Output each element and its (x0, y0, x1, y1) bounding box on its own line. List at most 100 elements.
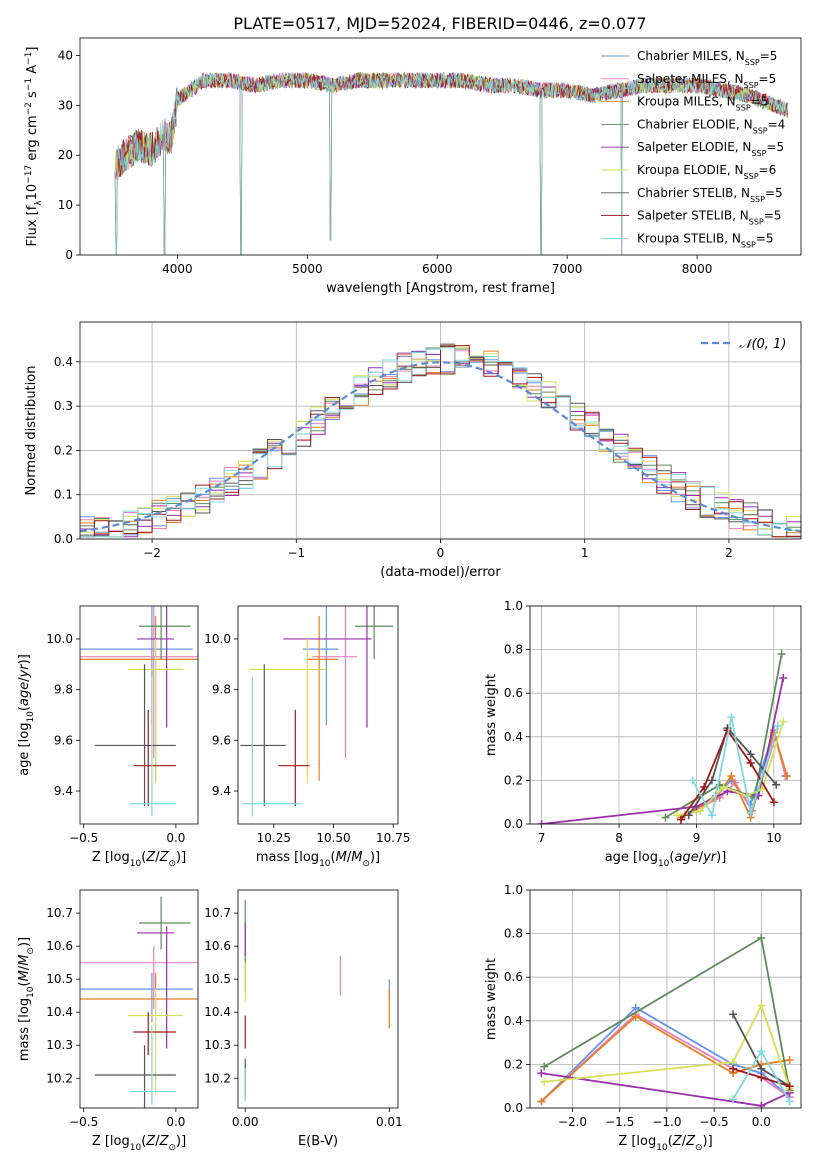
errorbar-point (278, 709, 310, 807)
y-tick-label: 0.2 (504, 773, 523, 787)
x-tick-label: 10.75 (376, 831, 410, 845)
y-tick-label: 10.7 (204, 906, 231, 920)
y-axis-label: Normed distribution (24, 366, 39, 496)
y-tick-label: 0.0 (504, 1101, 523, 1115)
y-tick-label: 1.0 (504, 599, 523, 613)
y-tick-label: 20 (58, 148, 73, 162)
y-tick-label: 9.8 (54, 683, 73, 697)
y-tick-label: 10 (58, 198, 73, 212)
y-tick-label: 40 (58, 48, 73, 62)
x-tick-label: 8 (615, 831, 623, 845)
legend-label: Kroupa MILES, NSSP=5 (637, 95, 768, 113)
y-tick-label: 0.4 (504, 1014, 523, 1028)
weight-marker (746, 750, 755, 759)
x-tick-label: −1.0 (652, 1115, 681, 1129)
weight-marker (540, 1077, 549, 1086)
x-tick-label: 7000 (552, 262, 583, 276)
legend-label: Chabrier ELODIE, NSSP=4 (637, 117, 785, 135)
weight-marker (779, 673, 788, 682)
legend-label: Chabrier STELIB, NSSP=5 (637, 186, 783, 204)
y-tick-label: 10.4 (204, 1005, 231, 1019)
weight-marker (773, 721, 782, 730)
weight-series-line (691, 717, 779, 818)
weight-marker (673, 811, 682, 820)
x-axis-label: mass [log10(M/M⊙)] (256, 850, 380, 869)
x-tick-label: 0.00 (232, 1115, 259, 1129)
x-axis-label: age [log10(age/yr)] (605, 850, 727, 869)
x-tick-label: 6000 (422, 262, 453, 276)
weight-marker (700, 782, 709, 791)
y-tick-label: 10.5 (204, 972, 231, 986)
weight-marker (537, 1069, 546, 1078)
y-tick-label: 0.6 (504, 686, 523, 700)
histogram-series (80, 347, 801, 538)
y-axis-label: mass weight (484, 958, 499, 1040)
spectrum-line (114, 71, 789, 255)
y-tick-label: 10.4 (46, 1005, 73, 1019)
errorbar-point (94, 1045, 176, 1108)
mass-vs-metallicity-panel: −0.5 0.0 10.2 10.3 10.4 10.5 10.6 10.7 Z [log10(… (17, 889, 199, 1153)
weight-marker (757, 933, 766, 942)
y-tick-label: 0.3 (54, 399, 73, 413)
weight-marker (661, 813, 670, 822)
y-tick-label: 0.8 (504, 643, 523, 657)
x-axis-label: Z [log10(Z/Z⊙)] (618, 1134, 712, 1153)
weight-marker (757, 1064, 766, 1073)
errorbar-point (80, 972, 193, 1023)
errorbar-point (129, 1025, 176, 1105)
weight-series-line (540, 1015, 790, 1103)
y-tick-label: 10.6 (46, 939, 73, 953)
y-tick-label: 9.6 (212, 733, 231, 747)
y-tick-label: 10.0 (46, 632, 73, 646)
weight-marker (631, 1012, 640, 1021)
weight-marker (779, 717, 788, 726)
weight-marker (785, 1056, 794, 1065)
x-tick-label: 9 (693, 831, 701, 845)
spectrum-line (114, 72, 789, 180)
x-tick-label: 0.0 (166, 1115, 185, 1129)
axes-frame (529, 889, 802, 1109)
weight-marker (719, 782, 728, 791)
y-tick-label: 0.2 (54, 443, 73, 457)
x-tick-label: 10 (766, 831, 781, 845)
x-tick-label: −1 (287, 546, 305, 560)
y-tick-label: 0.2 (504, 1057, 523, 1071)
spectrum-line (114, 72, 789, 255)
y-tick-label: 0.4 (54, 355, 73, 369)
weight-marker (746, 809, 755, 818)
weight-series-line (544, 1003, 791, 1089)
y-axis-label: age [log10(age/yr)] (17, 654, 36, 776)
x-tick-label: 7 (538, 831, 546, 845)
y-tick-label: 9.4 (212, 784, 231, 798)
y-axis-label: mass [log10(M/M⊙)] (17, 937, 36, 1061)
legend-label: 𝒩(0, 1) (739, 337, 786, 352)
y-tick-label: 9.4 (54, 784, 73, 798)
errorbar-point (302, 606, 339, 726)
weight-series-line (540, 1013, 791, 1103)
weight-marker (729, 1010, 738, 1019)
errorbar-point (139, 606, 191, 660)
weight-vs-age-panel: 7 8 9 10 0.0 0.2 0.4 0.6 0.8 1.0 age [log10(age/yr… (484, 599, 802, 869)
weight-marker (757, 1101, 766, 1108)
weight-marker (772, 780, 781, 789)
y-tick-label: 0.4 (504, 730, 523, 744)
y-tick-label: 10.5 (46, 972, 73, 986)
weight-marker (785, 1082, 794, 1091)
x-tick-label: 4000 (162, 262, 193, 276)
errorbar-point (240, 664, 286, 807)
x-tick-label: 0 (437, 546, 445, 560)
y-tick-label: 10.3 (46, 1038, 73, 1052)
errorbar-point (80, 606, 198, 759)
errorbar-point (127, 989, 184, 1095)
x-tick-label: 10.25 (257, 831, 291, 845)
figure-title: PLATE=0517, MJD=52024, FIBERID=0446, z=0… (233, 14, 646, 33)
y-tick-label: 0.8 (504, 927, 523, 941)
weight-marker (727, 713, 736, 722)
weight-vs-metallicity-panel: −2.0 −1.5 −1.0 −0.5 0.0 0.0 0.2 0.4 0.6 0.8 1.0 Z [… (484, 883, 802, 1153)
y-tick-label: 1.0 (504, 883, 523, 897)
x-tick-label: −0.5 (69, 1115, 98, 1129)
y-tick-label: 10.3 (204, 1038, 231, 1052)
weight-marker (783, 772, 792, 781)
legend-label: Salpeter MILES, NSSP=5 (637, 72, 776, 90)
